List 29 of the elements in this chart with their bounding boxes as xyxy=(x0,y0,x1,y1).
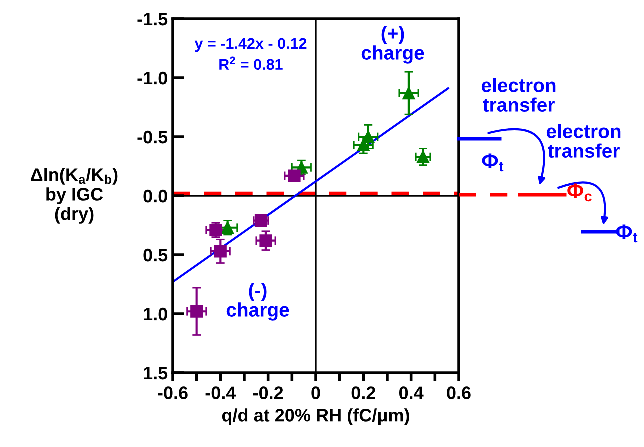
y-tick-label: 1.0 xyxy=(144,308,168,321)
text: electron transfer xyxy=(482,78,556,112)
text: Φ$_{t}$ xyxy=(482,154,504,172)
y-tick-label: 1.5 xyxy=(144,367,168,380)
annotation: R$^{2}$ = 0.81 xyxy=(220,56,283,70)
x-axis-title: q/d at 20% RH (fC/μm) xyxy=(222,408,410,426)
y-tick-label: -0.5 xyxy=(138,130,168,144)
point xyxy=(357,139,370,152)
x-tick-label: 0 xyxy=(312,386,320,400)
y-tick-label: 0.5 xyxy=(144,248,168,262)
text: electron transfer xyxy=(546,124,621,158)
x-tick-label: 0.4 xyxy=(400,386,424,400)
x-tick-label: -0.4 xyxy=(206,386,236,400)
point xyxy=(402,87,416,100)
annotation: y = -1.42x - 0.12 xyxy=(194,38,307,52)
x-tick-label: 0.6 xyxy=(447,386,471,400)
y-tick-label: 0.0 xyxy=(144,190,168,203)
x-tick-label: 0.2 xyxy=(352,386,376,400)
annotation: (+) charge xyxy=(362,26,424,64)
point xyxy=(190,305,204,318)
x-tick-label: -0.6 xyxy=(158,386,188,400)
y-axis-title: Δln(K$_{a}$/K$_{b}$) by IGC (dry) xyxy=(31,168,118,224)
text: Φ$_{c}$ xyxy=(568,184,592,202)
y-tick-label: -1.0 xyxy=(138,72,168,85)
y-tick-label: -1.5 xyxy=(138,13,168,26)
annotation: (-) charge xyxy=(226,283,290,321)
point xyxy=(288,170,301,182)
x-tick-label: -0.2 xyxy=(253,386,284,400)
point xyxy=(214,245,227,258)
